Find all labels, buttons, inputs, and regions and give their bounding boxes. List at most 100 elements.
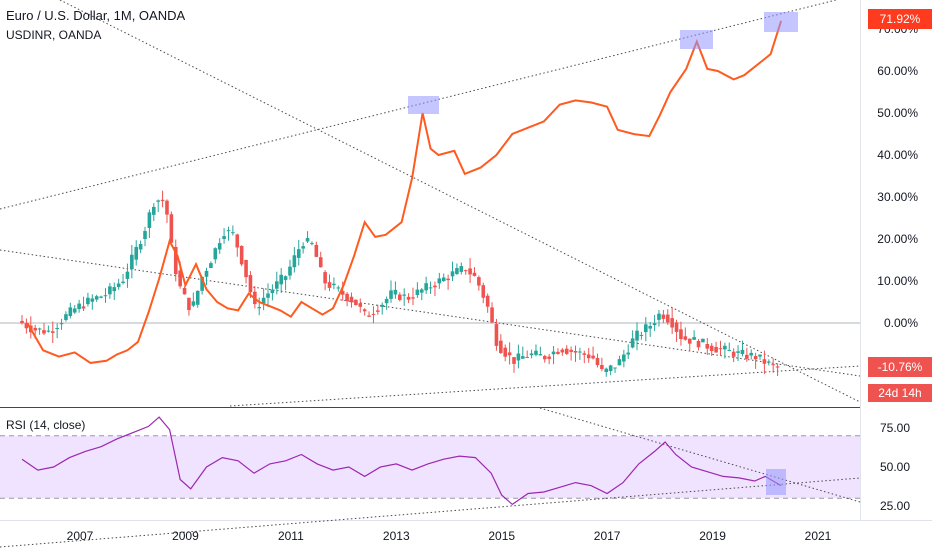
candle-body xyxy=(384,298,389,304)
candle-body xyxy=(674,322,679,332)
candle-body xyxy=(217,243,222,250)
candle-body xyxy=(402,294,406,296)
candle-body xyxy=(679,329,683,340)
candle-body xyxy=(630,338,635,348)
candle-body xyxy=(595,358,600,366)
x-tick-label: 2015 xyxy=(488,529,515,543)
candle-body xyxy=(745,354,749,359)
candle-body xyxy=(683,336,688,340)
candle-body xyxy=(222,236,226,239)
x-tick-label: 2019 xyxy=(699,529,726,543)
candle-body xyxy=(459,266,464,272)
candle-body xyxy=(165,200,169,215)
candle-body xyxy=(521,356,525,359)
candle-body xyxy=(270,289,275,294)
candle-body xyxy=(665,314,670,323)
candle-body xyxy=(283,276,288,280)
candle-body xyxy=(389,290,393,299)
candle-body xyxy=(59,323,64,325)
candle-body xyxy=(20,320,24,324)
candle-body xyxy=(560,349,565,353)
candle-body xyxy=(775,366,780,368)
candle-body xyxy=(173,246,178,275)
candle-body xyxy=(301,246,305,249)
candle-body xyxy=(437,278,442,284)
price-label-eurusd-box xyxy=(868,357,932,377)
candle-body xyxy=(358,303,363,307)
candle-body xyxy=(138,243,143,250)
candle-body xyxy=(578,351,582,353)
candle-body xyxy=(200,276,204,291)
candle-body xyxy=(652,323,657,326)
rsi-series xyxy=(21,416,782,506)
candle-body xyxy=(701,338,705,343)
candle-body xyxy=(64,314,68,320)
rsi-band xyxy=(0,435,860,499)
candle-body xyxy=(248,275,253,293)
candle-body xyxy=(613,367,617,369)
candle-body xyxy=(740,349,745,355)
x-tick-label: 2021 xyxy=(805,529,832,543)
candle-body xyxy=(349,296,354,303)
candle-body xyxy=(503,347,508,357)
candle-body xyxy=(547,356,551,359)
candle-body xyxy=(143,230,147,239)
candle-body xyxy=(46,330,51,332)
candle-body xyxy=(296,249,301,258)
candle-body xyxy=(424,283,428,291)
candle-body xyxy=(169,214,174,243)
candle-body xyxy=(718,348,723,350)
x-tick-label: 2013 xyxy=(383,529,410,543)
candle-body xyxy=(538,354,543,356)
candle-body xyxy=(68,307,73,316)
candle-body xyxy=(573,351,578,353)
rsi-y-tick-label: 25.00 xyxy=(880,499,910,513)
candle-body xyxy=(556,351,560,354)
candle-body xyxy=(499,340,503,353)
candle-body xyxy=(569,349,573,352)
candle-body xyxy=(591,355,595,359)
candle-body xyxy=(714,347,718,353)
candle-body xyxy=(152,206,156,215)
candle-body xyxy=(709,345,714,352)
candle-body xyxy=(266,293,270,298)
candle-body xyxy=(608,365,613,372)
comparison-series-title: USDINR, OANDA xyxy=(6,28,102,42)
candle-body xyxy=(33,327,37,331)
candle-body xyxy=(441,277,446,281)
candle-body xyxy=(762,359,767,364)
candle-body xyxy=(542,356,547,360)
candle-body xyxy=(490,307,494,323)
candle-body xyxy=(292,255,297,268)
highlight-2020-peak xyxy=(764,12,798,32)
candle-body xyxy=(635,330,639,341)
candle-body xyxy=(86,297,90,305)
candle-body xyxy=(103,295,108,297)
candle-body xyxy=(450,271,455,277)
candle-body xyxy=(90,298,95,302)
candle-body xyxy=(600,365,604,370)
usdinr-series xyxy=(26,20,783,364)
candle-body xyxy=(94,296,99,300)
candle-body xyxy=(257,307,262,309)
countdown-label: 24d 14h xyxy=(878,386,921,400)
trendline-long-descending xyxy=(59,0,861,403)
x-tick-label: 2007 xyxy=(67,529,94,543)
trendline-descending-support xyxy=(0,249,861,377)
candle-body xyxy=(371,313,376,315)
candle-body xyxy=(433,285,437,288)
candle-body xyxy=(516,353,521,361)
rsi-line xyxy=(21,416,782,506)
candle-body xyxy=(147,212,152,228)
candle-body xyxy=(411,297,415,299)
candle-body xyxy=(24,323,29,329)
candle-body xyxy=(670,318,674,328)
candle-body xyxy=(367,315,371,317)
price-label-usdinr: 71.92% xyxy=(880,12,921,26)
candle-body xyxy=(525,356,529,358)
candle-body xyxy=(736,351,740,353)
y-tick-label: 0.00% xyxy=(884,316,918,330)
trendline-rising-support xyxy=(229,365,861,407)
